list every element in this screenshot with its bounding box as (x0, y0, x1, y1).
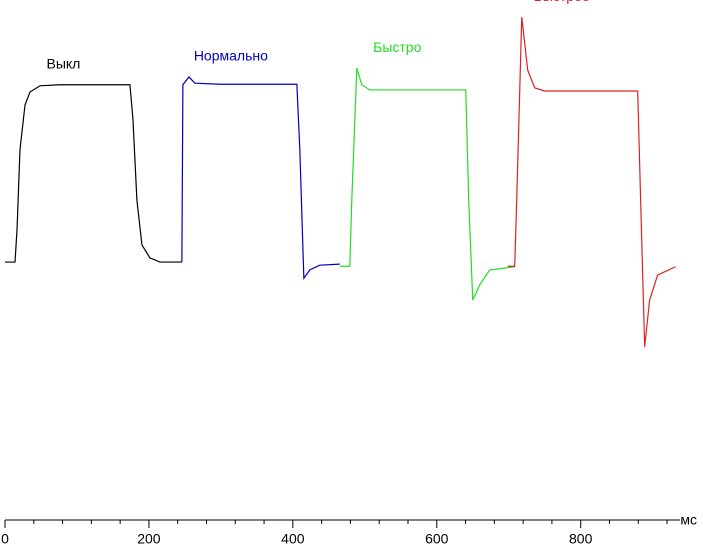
x-tick-label: 800 (569, 531, 593, 547)
x-tick-label: 400 (281, 531, 305, 547)
series-line (339, 67, 515, 301)
series-label: Быстро (373, 39, 421, 55)
x-tick-label: 200 (137, 531, 161, 547)
x-axis-label: мс (680, 512, 697, 528)
series-label: Нормально (194, 48, 268, 64)
series-line (181, 76, 340, 280)
series-label: Выкл (47, 55, 81, 71)
x-tick-label: 0 (1, 531, 9, 547)
series-label: Быстрее (534, 0, 590, 4)
x-tick-label: 600 (425, 531, 449, 547)
series-line (507, 17, 676, 347)
series-line (5, 84, 182, 263)
